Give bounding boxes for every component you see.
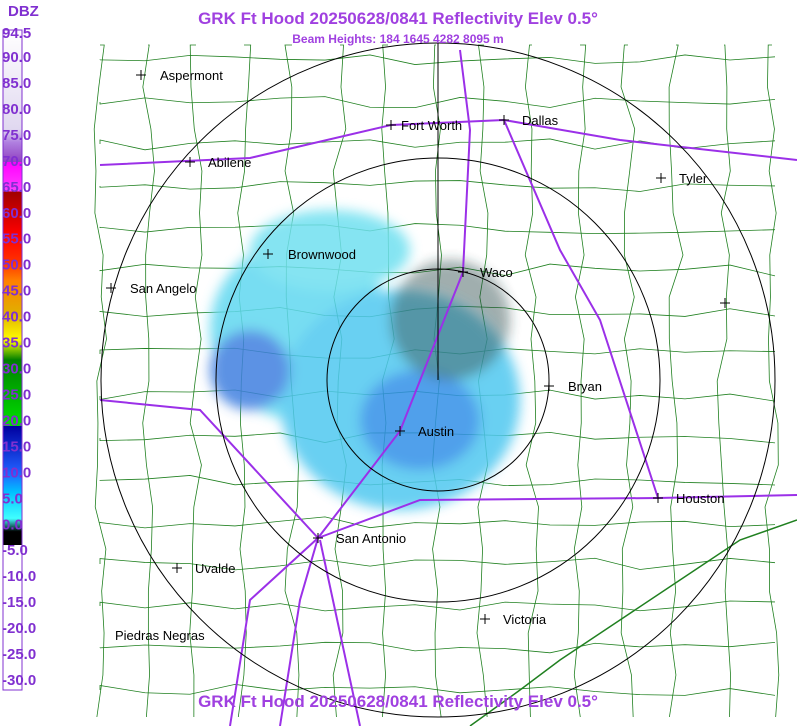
city-label: Uvalde — [195, 561, 235, 576]
county-line — [524, 44, 539, 718]
legend-label: 75.0 — [2, 127, 31, 144]
radar-echo — [210, 210, 520, 510]
legend-label: 85.0 — [2, 75, 31, 92]
city-label: Abilene — [208, 155, 251, 170]
city-label: San Angelo — [130, 281, 197, 296]
county-line — [99, 557, 776, 571]
range-rings — [100, 40, 776, 718]
legend-label: 80.0 — [2, 101, 31, 118]
county-line — [99, 600, 776, 612]
legend-label: 0.0 — [2, 516, 23, 533]
legend-label: 10.0 — [2, 464, 31, 481]
legend-label: 15.0 — [2, 438, 31, 455]
legend-label: -30.0 — [2, 672, 36, 689]
legend-label: 60.0 — [2, 205, 31, 222]
legend-label: 25.0 — [2, 386, 31, 403]
city-label: Austin — [418, 424, 454, 439]
legend-title: DBZ — [8, 3, 39, 20]
subtitle: Beam Heights: 184 1645 4282 8095 m — [292, 32, 503, 46]
legend-label: 70.0 — [2, 153, 31, 170]
legend-label: 50.0 — [2, 257, 31, 274]
title: GRK Ft Hood 20250628/0841 Reflectivity E… — [198, 9, 598, 28]
legend-label: 90.0 — [2, 49, 31, 66]
county-line — [189, 44, 203, 718]
city-label: San Antonio — [336, 531, 406, 546]
city-label: Brownwood — [288, 247, 356, 262]
legend-label: 65.0 — [2, 179, 31, 196]
county-line — [99, 516, 776, 529]
coastline — [469, 519, 797, 726]
county-line — [764, 44, 780, 718]
county-line — [99, 54, 776, 65]
legend-label: 94.5 — [2, 25, 31, 42]
legend-label: 45.0 — [2, 283, 31, 300]
county-line — [99, 641, 776, 654]
city-label: Aspermont — [160, 68, 223, 83]
county-line — [99, 180, 776, 192]
county-line — [716, 44, 731, 718]
city-label: Dallas — [522, 113, 559, 128]
legend-label: -5.0 — [2, 542, 28, 559]
color-bar — [2, 29, 23, 691]
legend-label: 40.0 — [2, 309, 31, 326]
county-line — [142, 44, 155, 718]
bottom-title: GRK Ft Hood 20250628/0841 Reflectivity E… — [198, 692, 598, 711]
legend-label: 30.0 — [2, 361, 31, 378]
legend-label: -25.0 — [2, 646, 36, 663]
county-line — [99, 96, 776, 109]
county-line — [620, 44, 636, 718]
legend-label: -20.0 — [2, 620, 36, 637]
county-line — [99, 223, 776, 235]
legend-label: 5.0 — [2, 490, 23, 507]
legend-label: -10.0 — [2, 568, 36, 585]
city-label: Bryan — [568, 379, 602, 394]
county-line — [668, 44, 684, 718]
county-line — [99, 683, 776, 696]
city-label: Fort Worth — [401, 118, 462, 133]
city-label: Victoria — [503, 612, 547, 627]
city-label: Tyler — [679, 171, 708, 186]
county-line — [573, 44, 587, 718]
legend-label: -15.0 — [2, 594, 36, 611]
county-line — [93, 44, 107, 718]
city-label: Houston — [676, 491, 724, 506]
legend-label: 35.0 — [2, 335, 31, 352]
legend-label: 55.0 — [2, 231, 31, 248]
city-label: Piedras Negras — [115, 628, 205, 643]
city-label: Waco — [480, 265, 513, 280]
legend-label: 20.0 — [2, 412, 31, 429]
